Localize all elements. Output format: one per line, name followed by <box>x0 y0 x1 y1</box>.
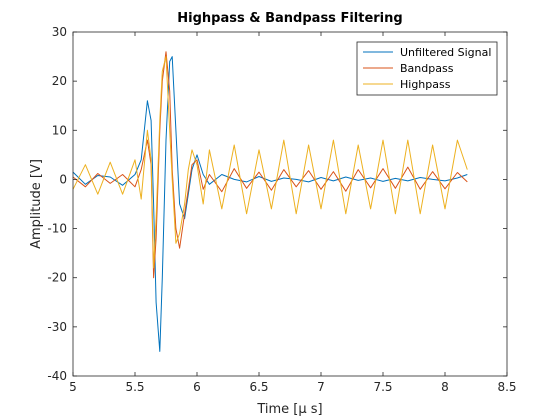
axes-box <box>72 31 508 377</box>
series-layer <box>72 51 468 352</box>
series-line-bandpass <box>72 51 468 279</box>
y-axis-label: Amplitude [V] <box>29 159 44 249</box>
y-tick-label: -20 <box>47 271 67 285</box>
y-tick-label: -40 <box>47 369 67 383</box>
y-tick-label: 30 <box>52 25 67 39</box>
y-tick-label: 0 <box>59 172 67 186</box>
x-tick-label: 7 <box>317 380 325 394</box>
legend-label: Bandpass <box>400 62 454 75</box>
y-tick-label: 20 <box>52 74 67 88</box>
legend: Unfiltered Signal Bandpass Highpass <box>356 41 498 96</box>
y-axis: -40 -30 -20 -10 0 10 20 30 <box>47 25 507 383</box>
x-tick-label: 5 <box>69 380 77 394</box>
legend-label: Unfiltered Signal <box>400 46 491 59</box>
x-tick-label: 6.5 <box>249 380 268 394</box>
x-tick-label: 8 <box>441 380 449 394</box>
x-tick-label: 8.5 <box>497 380 516 394</box>
x-tick-label: 6 <box>193 380 201 394</box>
x-tick-label: 7.5 <box>373 380 392 394</box>
series-line-highpass <box>72 56 468 269</box>
series-line-unfiltered-signal <box>72 56 468 352</box>
x-axis: 5 5.5 6 6.5 7 7.5 8 8.5 <box>69 32 517 394</box>
x-axis-label: Time [μ s] <box>256 402 322 417</box>
legend-label: Highpass <box>400 78 451 91</box>
y-tick-label: -30 <box>47 320 67 334</box>
y-tick-label: 10 <box>52 123 67 137</box>
y-tick-label: -10 <box>47 222 67 236</box>
x-tick-label: 5.5 <box>125 380 144 394</box>
chart-title: Highpass & Bandpass Filtering <box>177 11 402 26</box>
